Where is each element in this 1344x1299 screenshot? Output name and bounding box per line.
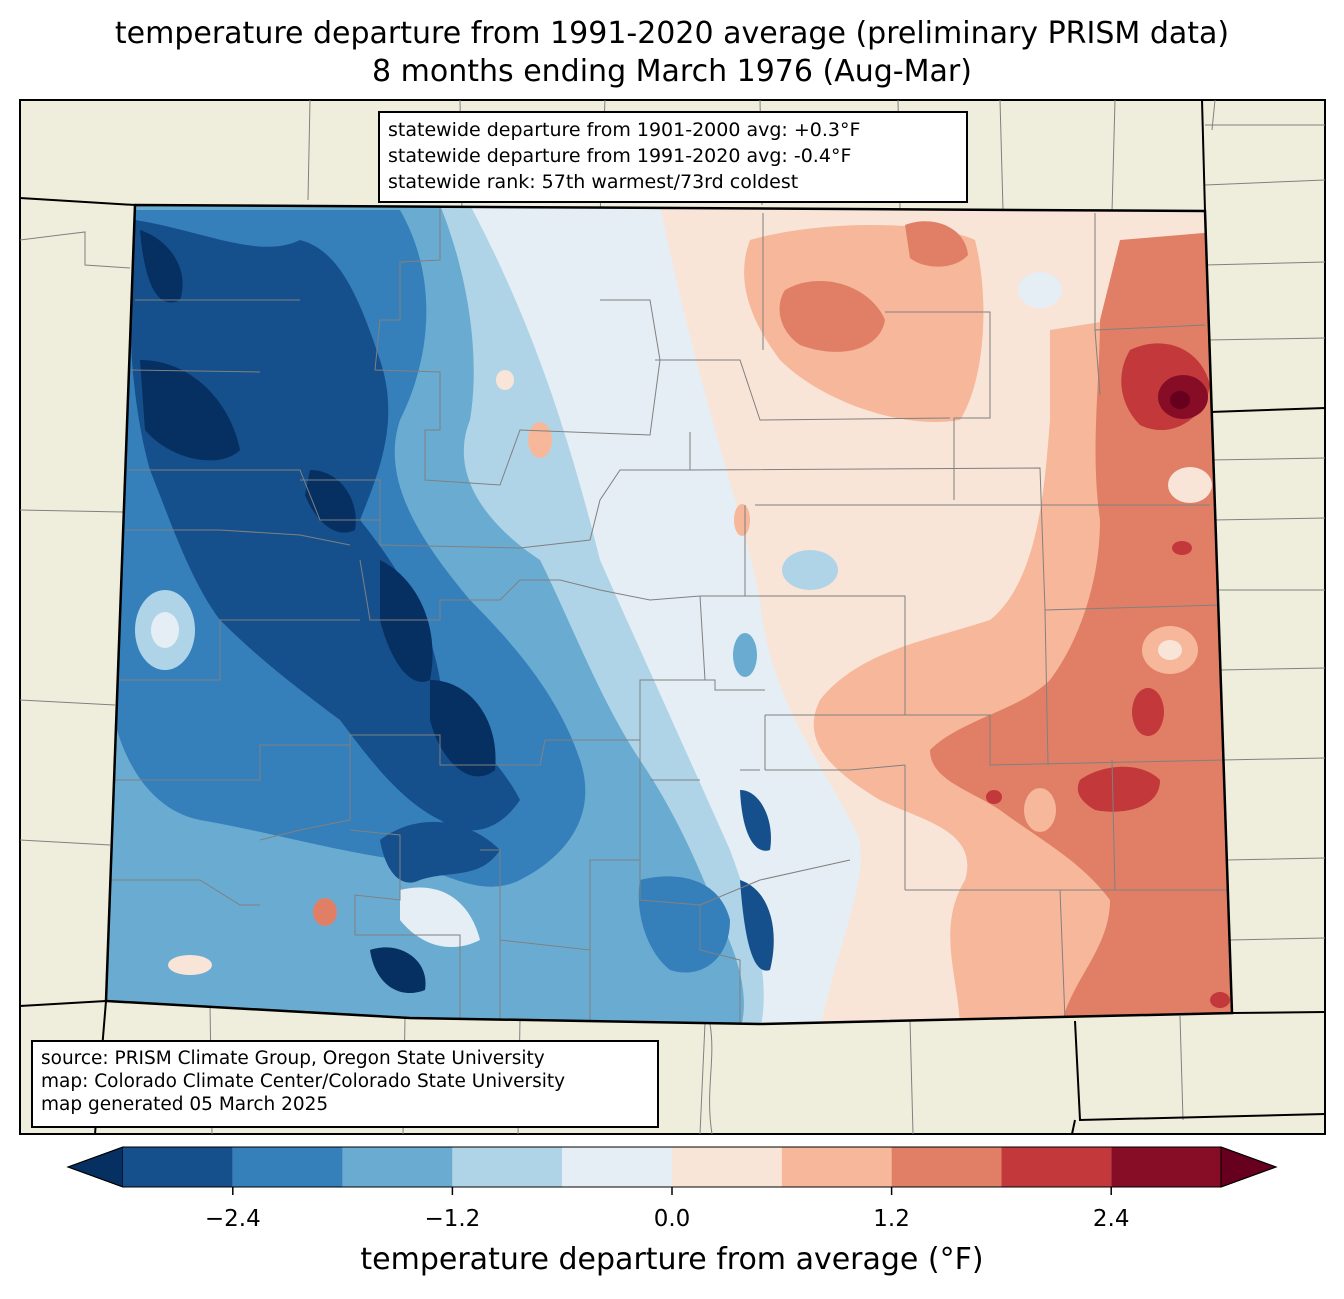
county-boundaries xyxy=(110,205,1228,1024)
colorbar-ticks xyxy=(232,1187,1112,1195)
stats-line-1991-2020: statewide departure from 1991-2020 avg: … xyxy=(388,145,852,167)
source-box: source: PRISM Climate Group, Oregon Stat… xyxy=(31,1040,659,1128)
statewide-stats-box: statewide departure from 1901-2000 avg: … xyxy=(378,111,968,203)
colorbar-segment xyxy=(562,1147,672,1187)
colorbar-tick-label: 1.2 xyxy=(873,1206,910,1232)
colorbar-segment xyxy=(672,1147,782,1187)
colorbar-segment xyxy=(891,1147,1002,1187)
colorbar-segment xyxy=(232,1147,343,1187)
colorbar-tick-label: −2.4 xyxy=(204,1206,261,1232)
map-subtitle: 8 months ending March 1976 (Aug-Mar) xyxy=(372,54,972,89)
stats-line-rank: statewide rank: 57th warmest/73rd coldes… xyxy=(388,171,799,193)
colorbar-segment xyxy=(452,1147,563,1187)
colorbar-segment xyxy=(781,1147,892,1187)
map-credit-line: map: Colorado Climate Center/Colorado St… xyxy=(41,1071,566,1092)
colorbar-segment xyxy=(1001,1147,1112,1187)
colorbar-under-arrow xyxy=(66,1146,124,1188)
source-line: source: PRISM Climate Group, Oregon Stat… xyxy=(41,1048,545,1069)
colorbar-segment xyxy=(342,1147,453,1187)
temperature-field xyxy=(106,205,1232,1024)
colorbar-tick-label: 0.0 xyxy=(653,1206,691,1232)
colorbar-over-arrow xyxy=(1220,1146,1278,1188)
map-title: temperature departure from 1991-2020 ave… xyxy=(114,16,1230,51)
stats-line-1901-2000: statewide departure from 1901-2000 avg: … xyxy=(388,119,861,141)
colorbar xyxy=(66,1146,1278,1188)
colorbar-segment xyxy=(1111,1147,1221,1187)
colorbar-outline xyxy=(66,1146,1278,1188)
colorbar-tick-label: 2.4 xyxy=(1092,1206,1130,1232)
colorbar-segment xyxy=(123,1147,233,1187)
neighbor-state-borders xyxy=(19,99,1326,1135)
colorado-border xyxy=(104,203,1234,1026)
colorbar-label: temperature departure from average (°F) xyxy=(360,1242,984,1277)
generated-date-line: map generated 05 March 2025 xyxy=(41,1094,329,1115)
colorbar-tick-label: −1.2 xyxy=(424,1206,481,1232)
